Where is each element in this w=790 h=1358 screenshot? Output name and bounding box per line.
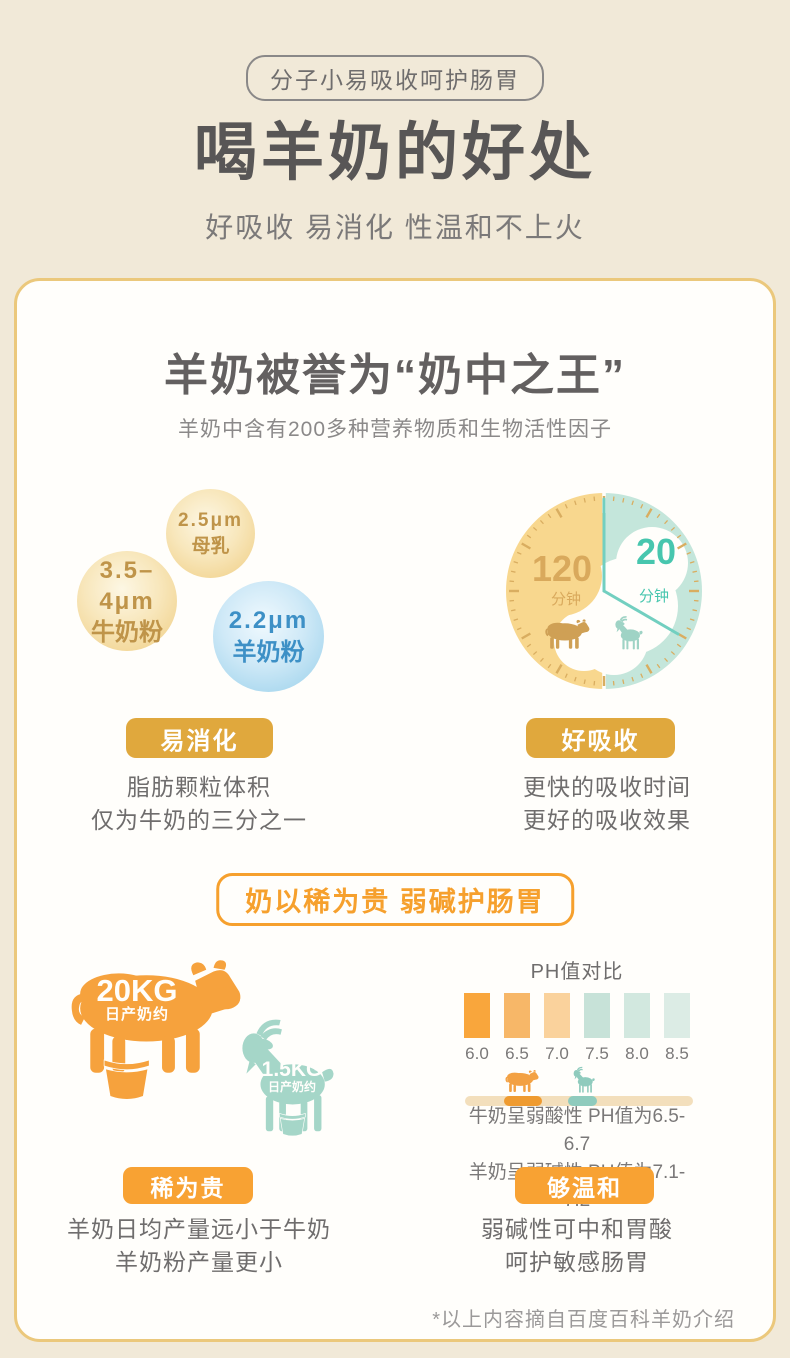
ph-cow-line: 牛奶呈弱酸性 PH值为6.5-6.7 xyxy=(468,1106,686,1155)
ph-swatch xyxy=(544,993,570,1038)
content-card: 羊奶被誉为“奶中之王” 羊奶中含有200多种营养物质和生物活性因子 2.5μm … xyxy=(14,278,776,1342)
clock-cow-minutes: 120 xyxy=(532,548,592,589)
mild-pill: 够温和 xyxy=(515,1167,654,1204)
rare-line1: 羊奶日均产量远小于牛奶 xyxy=(67,1216,331,1242)
mild-text: 弱碱性可中和胃酸 呵护敏感肠胃 xyxy=(427,1213,727,1279)
ph-swatch xyxy=(504,993,530,1038)
ph-tick-label: 8.0 xyxy=(625,1044,649,1063)
ph-cell: 7.5 xyxy=(577,993,617,1064)
page-subtitle: 好吸收 易消化 性温和不上火 xyxy=(205,212,585,243)
ph-goat-icon xyxy=(573,1066,595,1093)
digest-pill: 易消化 xyxy=(126,718,273,758)
mild-line2: 呵护敏感肠胃 xyxy=(505,1249,649,1275)
goat-ph-segment xyxy=(568,1096,597,1106)
card-subtitle: 羊奶中含有200多种营养物质和生物活性因子 xyxy=(177,418,613,441)
clock-goat-unit: 分钟 xyxy=(639,588,669,605)
rare-pill: 稀为贵 xyxy=(123,1167,253,1204)
absorb-text: 更快的吸收时间 更好的吸收效果 xyxy=(457,771,757,837)
digest-line1: 脂肪颗粒体积 xyxy=(127,774,271,800)
ph-title: PH值对比 xyxy=(530,961,624,983)
ph-swatch xyxy=(584,993,610,1038)
middle-badge: 奶以稀为贵 弱碱护肠胃 xyxy=(216,873,574,926)
ph-comparison: PH值对比 6.0 6.5 7.0 7.5 xyxy=(457,953,697,1211)
cow-yield-amount: 20KG xyxy=(97,973,178,1008)
bubble-cow-label: 牛奶粉 xyxy=(91,618,163,646)
ph-swatch xyxy=(624,993,650,1038)
goat-yield-label: 日产奶约 xyxy=(268,1079,316,1094)
ph-cell: 6.5 xyxy=(497,993,537,1064)
ph-cell: 8.0 xyxy=(617,993,657,1064)
ph-cell: 6.0 xyxy=(457,993,497,1064)
ph-tick-label: 8.5 xyxy=(665,1044,689,1063)
clock-hands xyxy=(602,497,680,636)
mild-line1: 弱碱性可中和胃酸 xyxy=(481,1216,673,1242)
goat-bucket-icon xyxy=(279,1113,306,1137)
ph-tick-label: 7.5 xyxy=(585,1044,609,1063)
bubble-goat-milk: 2.2μm 羊奶粉 xyxy=(213,581,324,692)
ph-position-track xyxy=(465,1066,693,1106)
digest-text: 脂肪颗粒体积 仅为牛奶的三分之一 xyxy=(49,771,349,837)
rare-line2: 羊奶粉产量更小 xyxy=(115,1249,283,1275)
page-title: 喝羊奶的好处 xyxy=(194,118,596,188)
absorption-clock: 120 分钟 20 分钟 xyxy=(504,491,704,691)
bubble-goat-label: 羊奶粉 xyxy=(232,638,305,666)
bubble-mother-label: 母乳 xyxy=(191,535,230,557)
card-title: 羊奶被誉为“奶中之王” xyxy=(164,351,626,400)
rare-text: 羊奶日均产量远小于牛奶 羊奶粉产量更小 xyxy=(49,1213,349,1279)
bubble-goat-size: 2.2μm xyxy=(228,606,309,634)
ph-tick-label: 6.5 xyxy=(505,1044,529,1063)
absorb-line2: 更好的吸收效果 xyxy=(523,807,691,833)
ph-swatch xyxy=(464,993,490,1038)
clock-cow-unit: 分钟 xyxy=(551,591,581,608)
ph-cow-icon xyxy=(505,1070,539,1093)
ph-cell: 8.5 xyxy=(657,993,697,1064)
ph-tick-label: 6.0 xyxy=(465,1044,489,1063)
ph-scale-row: 6.0 6.5 7.0 7.5 8.0 xyxy=(457,993,697,1064)
bubble-cow-milk: 3.5–4μm 牛奶粉 xyxy=(77,551,177,651)
ph-tick-label: 7.0 xyxy=(545,1044,569,1063)
goat-yield-amount: 1.5KG xyxy=(262,1058,323,1081)
bubble-cow-size: 3.5–4μm xyxy=(99,556,155,615)
cow-yield-label: 日产奶约 xyxy=(105,1005,169,1023)
clock-goat-minutes: 20 xyxy=(636,531,676,572)
bubble-mother-size: 2.5μm xyxy=(178,509,243,531)
absorb-pill: 好吸收 xyxy=(526,718,675,758)
daily-yield-illustration: 20KG 日产奶约 1.5KG 日产奶约 xyxy=(43,953,373,1153)
ph-swatch xyxy=(664,993,690,1038)
ph-cell: 7.0 xyxy=(537,993,577,1064)
header-badge: 分子小易吸收呵护肠胃 xyxy=(246,55,544,101)
cow-bucket-icon xyxy=(103,1059,150,1100)
source-footnote: *以上内容摘自百度百科羊奶介绍 xyxy=(432,1309,735,1331)
digest-line2: 仅为牛奶的三分之一 xyxy=(91,807,307,833)
absorb-line1: 更快的吸收时间 xyxy=(523,774,691,800)
bubble-mother-milk: 2.5μm 母乳 xyxy=(166,489,255,578)
cow-ph-segment xyxy=(504,1096,542,1106)
